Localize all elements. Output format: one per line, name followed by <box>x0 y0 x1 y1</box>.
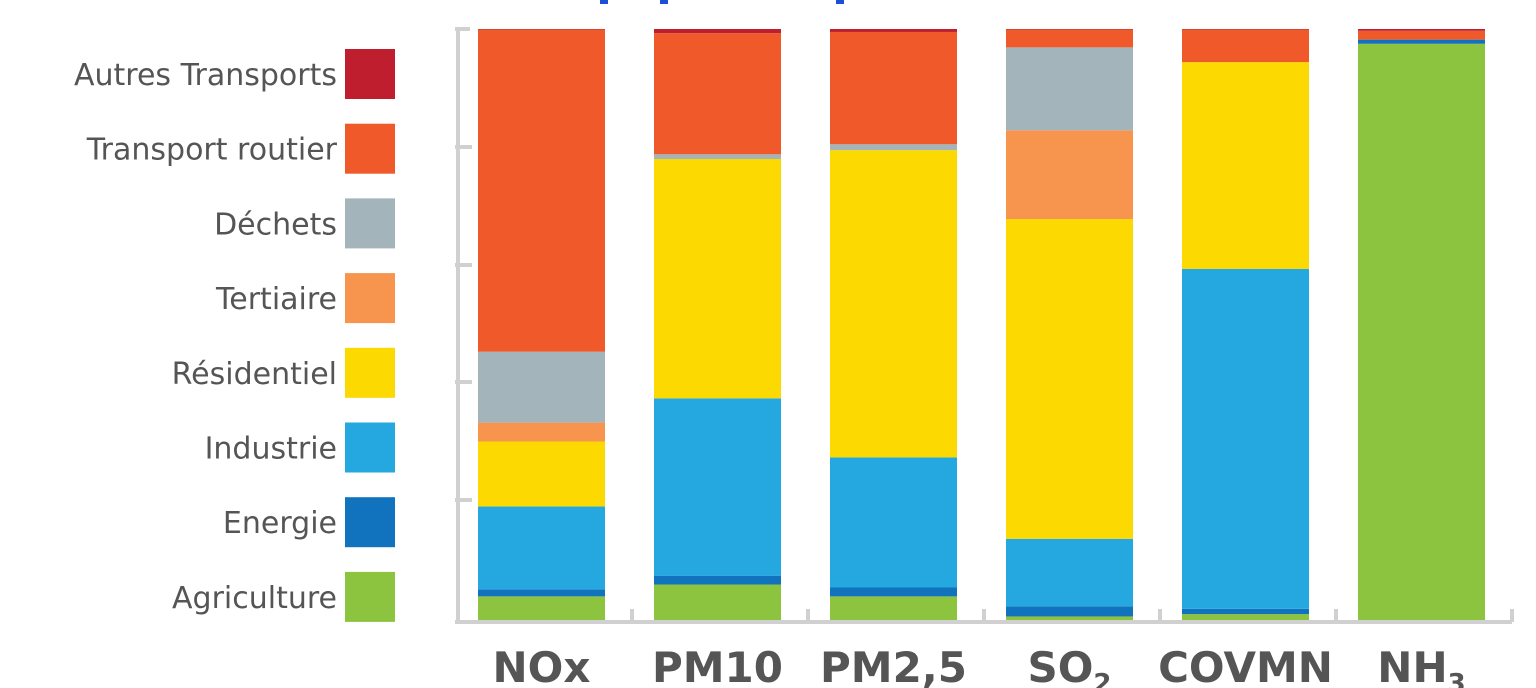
legend-swatch <box>345 422 395 473</box>
bar-segment-energie <box>1358 39 1485 44</box>
bar-segment-autres-transports <box>654 29 781 34</box>
bar-segment-transport-routier <box>1358 30 1485 40</box>
bar-segment-autres-transports <box>1358 29 1485 31</box>
title-fragments <box>600 0 844 4</box>
bar-segment-residentiel <box>830 150 957 458</box>
category-label-covmn: COVMN <box>1158 643 1333 688</box>
bar-segment-industrie <box>830 457 957 588</box>
bar-segment-autres-transports <box>830 29 957 32</box>
category-label-pm2-5: PM2,5 <box>820 643 967 688</box>
bar-segment-tertiaire <box>478 422 605 442</box>
bar-segment-transport-routier <box>1006 29 1133 48</box>
bar-segment-transport-routier <box>654 33 781 155</box>
title-fragment <box>836 0 844 4</box>
bar-segment-industrie <box>1006 538 1133 607</box>
legend-swatch <box>345 198 395 249</box>
legend-label: Agriculture <box>172 581 337 616</box>
bar-segment-energie <box>654 575 781 585</box>
bar-segment-energie <box>1006 606 1133 617</box>
bar-segment-agriculture <box>654 584 781 620</box>
legend-item-transport-routier: Transport routier <box>86 123 395 174</box>
legend-item-industrie: Industrie <box>205 422 395 473</box>
bar-segment-dechets <box>830 144 957 151</box>
bar-segment-residentiel <box>1006 219 1133 539</box>
legend-label: Energie <box>223 506 337 541</box>
legend-swatch <box>345 571 395 622</box>
bar-segment-transport-routier <box>830 31 957 145</box>
bar-segment-agriculture <box>478 596 605 620</box>
bar-segment-industrie <box>1182 268 1309 609</box>
legend-swatch <box>345 347 395 398</box>
legend-label: Autres Transports <box>74 58 337 93</box>
legend-item-autres-transports: Autres Transports <box>74 49 395 99</box>
bar-segment-energie <box>1182 608 1309 615</box>
bar-segment-dechets <box>1006 47 1133 131</box>
bar-segment-agriculture <box>830 596 957 620</box>
category-label-nh3: NH3 <box>1377 643 1465 688</box>
bar-segment-autres-transports <box>1006 29 1133 30</box>
bar-segment-autres-transports <box>1182 29 1309 30</box>
legend-label: Résidentiel <box>172 357 337 392</box>
bar-segment-agriculture <box>1006 616 1133 620</box>
legend-swatch <box>345 123 395 174</box>
legend-item-dechets: Déchets <box>214 198 395 249</box>
bars-group <box>478 29 1485 620</box>
legend-swatch <box>345 273 395 324</box>
legend: Autres Transports Transport routier Déchet… <box>74 49 395 622</box>
legend-swatch <box>345 49 395 99</box>
bar-segment-agriculture <box>1182 614 1309 620</box>
bar-segment-industrie <box>654 398 781 576</box>
bar-segment-residentiel <box>654 159 781 399</box>
title-fragment <box>660 0 668 4</box>
category-label-so2: SO2 <box>1027 643 1111 688</box>
category-label-nox: NOx <box>493 643 591 688</box>
bar-segment-industrie <box>478 506 605 590</box>
bar-segment-transport-routier <box>1182 29 1309 63</box>
bar-segment-autres-transports <box>478 29 605 30</box>
legend-item-residentiel: Résidentiel <box>172 347 395 398</box>
bar-segment-residentiel <box>1182 62 1309 269</box>
bar-segment-agriculture <box>1358 43 1485 620</box>
title-fragment <box>600 0 608 4</box>
legend-item-energie: Energie <box>223 497 395 548</box>
legend-label: Transport routier <box>86 133 338 168</box>
bar-segment-dechets <box>654 154 781 160</box>
legend-label: Déchets <box>214 207 337 242</box>
bar-segment-energie <box>830 587 957 597</box>
legend-label: Tertiaire <box>215 282 337 317</box>
legend-label: Industrie <box>205 432 337 467</box>
legend-item-tertiaire: Tertiaire <box>215 273 395 324</box>
bar-segment-residentiel <box>478 441 605 507</box>
bar-segment-transport-routier <box>478 29 605 352</box>
category-label-pm10: PM10 <box>652 643 783 688</box>
legend-item-agriculture: Agriculture <box>172 571 395 622</box>
legend-swatch <box>345 497 395 548</box>
bar-segment-energie <box>478 589 605 597</box>
bar-segment-tertiaire <box>1006 130 1133 220</box>
bar-segment-dechets <box>478 351 605 423</box>
axis-group <box>455 27 1514 624</box>
category-labels: NOx PM10 PM2,5 SO2 COVMN NH3 <box>493 643 1466 688</box>
